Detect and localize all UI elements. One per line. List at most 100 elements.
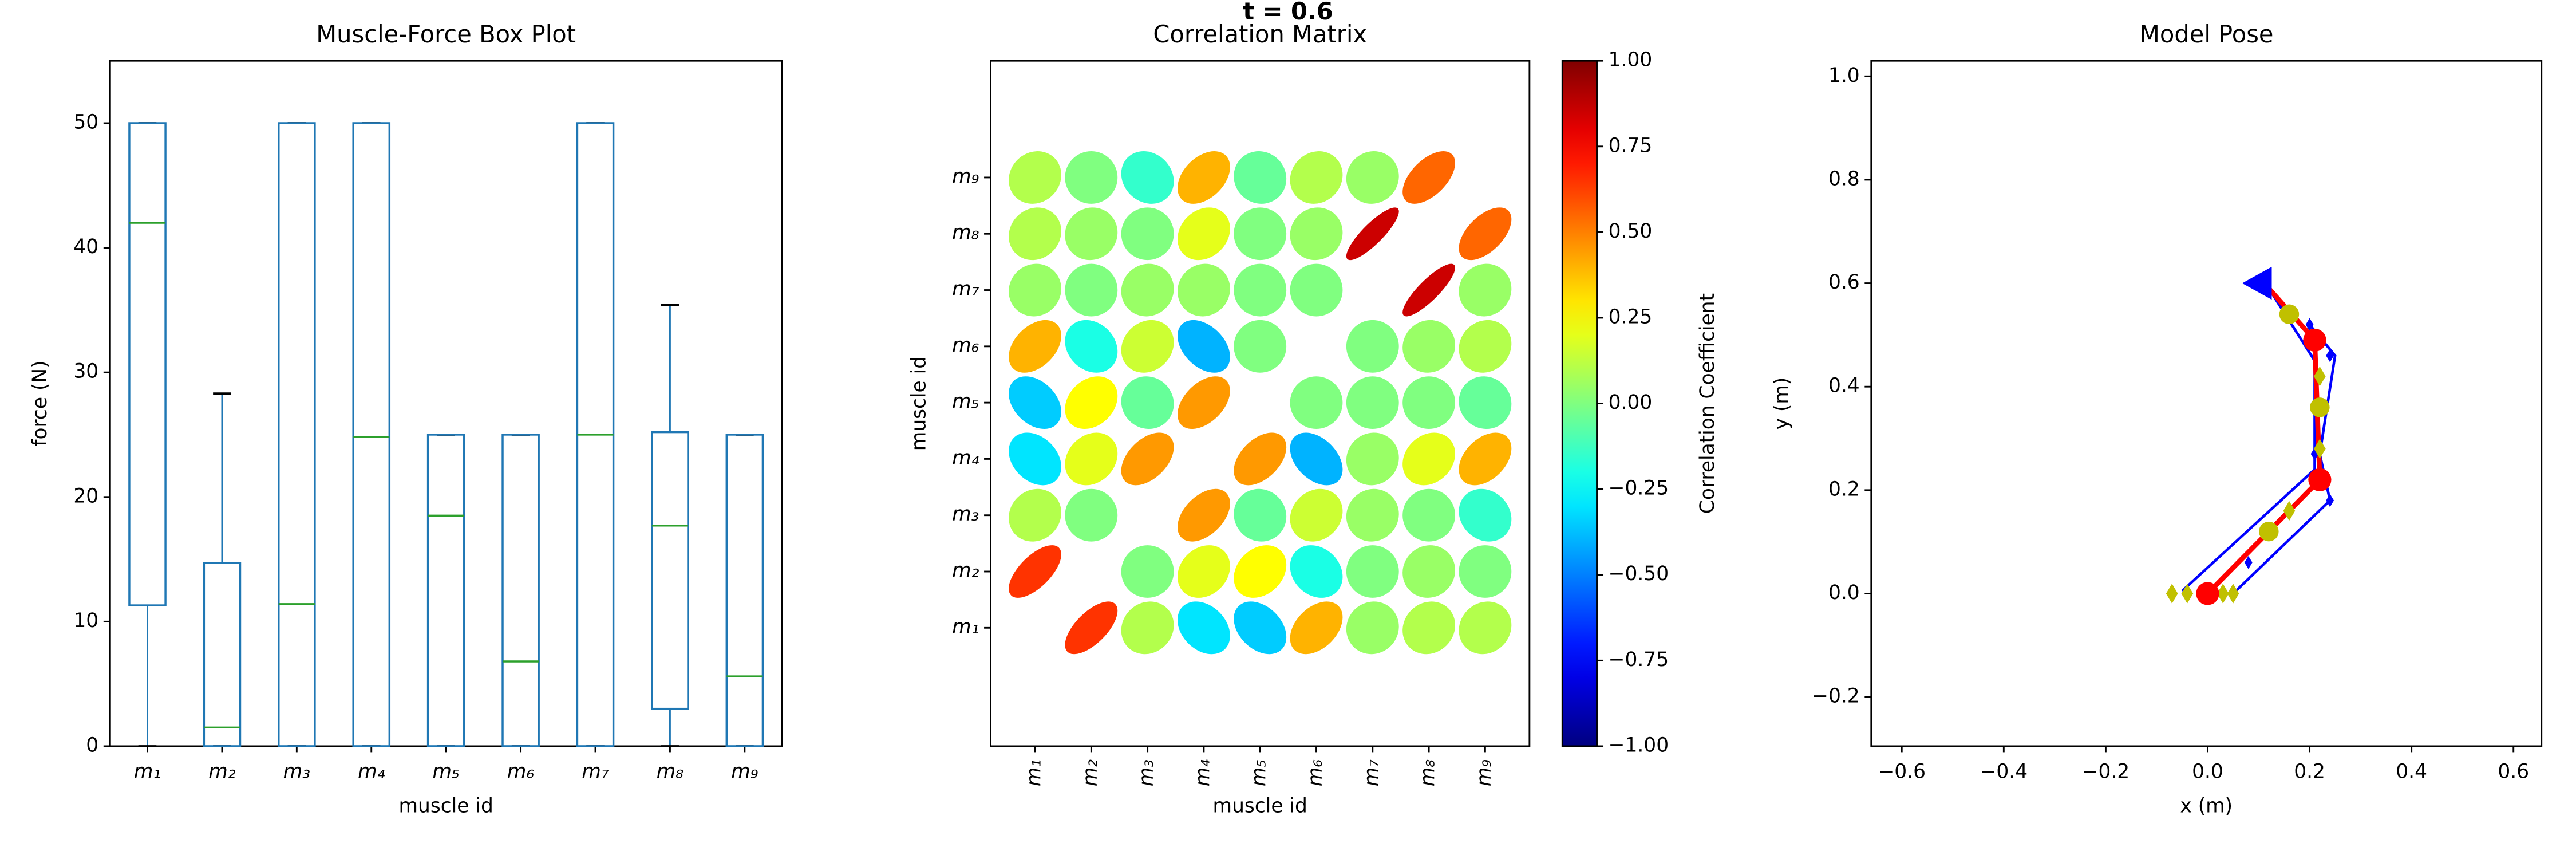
colorbar-label: Correlation Coefficient xyxy=(1696,293,1719,514)
colorbar-tick-label: 0.25 xyxy=(1609,305,1653,328)
x-tick-label: m₉ xyxy=(731,760,758,783)
x-axis-label: muscle id xyxy=(1213,795,1307,818)
plot-frame xyxy=(109,60,783,747)
box xyxy=(128,122,167,606)
correlation-ellipse xyxy=(1177,207,1230,261)
x-tick-label: m₃ xyxy=(1135,759,1158,786)
colorbar-tick-label: 1.00 xyxy=(1609,49,1653,72)
x-tick-label: m₁ xyxy=(1023,759,1046,786)
correlation-ellipse xyxy=(1177,488,1230,542)
correlation-ellipse xyxy=(1065,151,1118,204)
correlation-ellipse xyxy=(1459,207,1512,261)
correlation-ellipse xyxy=(1121,545,1174,598)
x-tick-label: m₂ xyxy=(1079,759,1102,787)
correlation-ellipse xyxy=(1009,376,1061,430)
y-tick-label: 0.8 xyxy=(1828,167,1860,190)
y-tick-label: 1.0 xyxy=(1828,64,1860,87)
correlation-ellipse xyxy=(1009,263,1061,317)
correlation-ellipse xyxy=(1346,545,1399,598)
y-tick-label: m₉ xyxy=(952,165,979,188)
x-tick-label: m₇ xyxy=(1360,759,1383,787)
correlation-ellipse xyxy=(1065,263,1118,317)
correlation-ellipse xyxy=(1009,320,1061,373)
box xyxy=(651,431,689,710)
correlation-ellipse xyxy=(1402,601,1456,655)
x-axis-label: x (m) xyxy=(2180,795,2233,818)
x-tick-label: −0.4 xyxy=(1980,760,2028,783)
y-tick-label: m₂ xyxy=(952,559,979,582)
colorbar-tick-label: −0.75 xyxy=(1609,648,1669,671)
y-axis-label: force (N) xyxy=(29,360,52,446)
correlation-ellipse xyxy=(1459,432,1512,486)
correlation-ellipse xyxy=(1290,601,1343,655)
colorbar-tick-label: 0.50 xyxy=(1609,220,1653,243)
colorbar-tick-label: −0.50 xyxy=(1609,562,1669,585)
y-tick-label: m₃ xyxy=(952,503,979,526)
correlation-ellipse xyxy=(1177,263,1230,317)
correlation-ellipse xyxy=(1234,207,1287,261)
correlation-ellipse xyxy=(1290,545,1343,598)
y-tick-label: 10 xyxy=(73,609,98,632)
correlation-ellipse xyxy=(1402,488,1456,542)
correlation-ellipse xyxy=(1121,207,1174,261)
colorbar xyxy=(1561,60,1598,747)
chart-title: Muscle-Force Box Plot xyxy=(316,20,576,48)
diamond-marker xyxy=(2166,584,2178,604)
x-tick-label: m₅ xyxy=(1248,759,1271,786)
y-tick-label: 40 xyxy=(73,235,98,258)
y-tick-label: −0.2 xyxy=(1812,685,1860,708)
correlation-ellipse xyxy=(1121,601,1174,655)
x-axis-label: muscle id xyxy=(399,795,493,818)
colorbar-tick-label: −1.00 xyxy=(1609,734,1669,756)
x-tick-label: 0.6 xyxy=(2498,760,2529,783)
colorbar-tick-label: −0.25 xyxy=(1609,477,1669,500)
y-tick-label: m₆ xyxy=(952,334,979,357)
joint-marker xyxy=(2308,468,2332,491)
correlation-ellipse xyxy=(1121,432,1174,486)
x-tick-label: m₅ xyxy=(433,760,460,783)
y-axis-label: y (m) xyxy=(1770,377,1793,430)
correlation-ellipse xyxy=(1234,263,1287,317)
chart-title: Model Pose xyxy=(2139,20,2274,48)
diamond-marker xyxy=(2314,439,2326,459)
y-tick-label: 0.0 xyxy=(1828,581,1860,604)
x-tick-label: m₉ xyxy=(1473,759,1496,787)
x-tick-label: −0.6 xyxy=(1878,760,1926,783)
correlation-ellipse xyxy=(1009,432,1061,486)
y-tick-label: 20 xyxy=(73,484,98,507)
correlation-ellipse xyxy=(1402,263,1456,317)
colorbar-tick-label: 0.75 xyxy=(1609,134,1653,157)
correlation-ellipse xyxy=(1346,376,1399,430)
box xyxy=(352,122,391,747)
x-tick-label: 0.4 xyxy=(2396,760,2427,783)
correlation-ellipse xyxy=(1065,320,1118,373)
correlation-ellipse xyxy=(1177,151,1230,204)
correlation-ellipse xyxy=(1402,151,1456,204)
correlation-ellipse xyxy=(1290,488,1343,542)
diamond-marker xyxy=(2227,584,2239,604)
x-tick-label: 0.0 xyxy=(2192,760,2223,783)
correlation-ellipse xyxy=(1346,320,1399,373)
correlation-ellipse xyxy=(1065,432,1118,486)
x-tick-label: m₂ xyxy=(208,760,236,783)
correlation-ellipse xyxy=(1402,545,1456,598)
point-marker xyxy=(2259,521,2279,542)
correlation-ellipse xyxy=(1459,263,1512,317)
correlation-ellipse xyxy=(1459,545,1512,598)
correlation-ellipse xyxy=(1346,432,1399,486)
correlation-ellipse xyxy=(1121,263,1174,317)
correlation-ellipse xyxy=(1459,376,1512,430)
box xyxy=(203,562,242,747)
correlation-ellipse xyxy=(1234,488,1287,542)
figure-title: t = 0.6 xyxy=(1243,0,1333,25)
y-tick-label: m₁ xyxy=(952,616,979,639)
correlation-ellipse xyxy=(1402,432,1456,486)
correlation-ellipse xyxy=(1346,207,1399,261)
box xyxy=(501,434,540,747)
correlation-ellipse xyxy=(1459,488,1512,542)
correlation-ellipse xyxy=(1290,263,1343,317)
correlation-ellipse xyxy=(1346,488,1399,542)
x-tick-label: m₈ xyxy=(657,760,684,783)
correlation-ellipse xyxy=(1121,151,1174,204)
